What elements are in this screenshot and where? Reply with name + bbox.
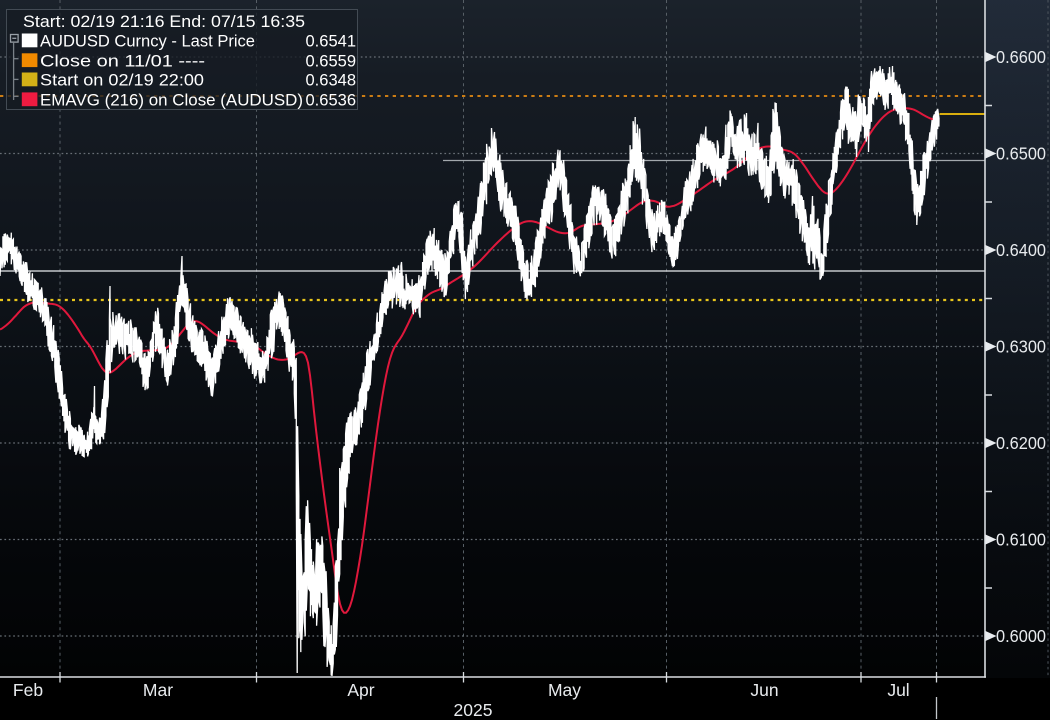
svg-text:Feb: Feb (13, 680, 43, 700)
svg-text:May: May (548, 680, 581, 700)
svg-text:0.6536: 0.6536 (306, 90, 357, 109)
svg-text:0.6600: 0.6600 (996, 47, 1046, 67)
svg-text:0.6300: 0.6300 (996, 337, 1046, 357)
svg-text:Mar: Mar (143, 680, 173, 700)
svg-text:2025: 2025 (454, 700, 493, 720)
svg-text:Jun: Jun (750, 680, 778, 700)
svg-text:Start on 02/19 22:00: Start on 02/19 22:00 (40, 71, 204, 90)
svg-text:0.6200: 0.6200 (996, 433, 1046, 453)
svg-text:Start: 02/19 21:16 End: 07/15: Start: 02/19 21:16 End: 07/15 16:35 (23, 12, 305, 31)
svg-text:0.6100: 0.6100 (996, 530, 1046, 550)
svg-text:AUDUSD Curncy - Last Price: AUDUSD Curncy - Last Price (40, 32, 255, 51)
svg-text:0.6348: 0.6348 (306, 71, 357, 90)
svg-text:Jul: Jul (887, 680, 909, 700)
svg-text:0.6559: 0.6559 (306, 51, 357, 70)
svg-text:EMAVG (216) on Close (AUDUSD): EMAVG (216) on Close (AUDUSD) (40, 90, 303, 109)
svg-text:0.6000: 0.6000 (996, 626, 1046, 646)
svg-text:Close on 11/01 ----: Close on 11/01 ---- (40, 51, 205, 70)
svg-text:0.6500: 0.6500 (996, 144, 1046, 164)
svg-text:0.6541: 0.6541 (306, 32, 357, 51)
svg-text:0.6400: 0.6400 (996, 240, 1046, 260)
svg-text:Apr: Apr (347, 680, 374, 700)
